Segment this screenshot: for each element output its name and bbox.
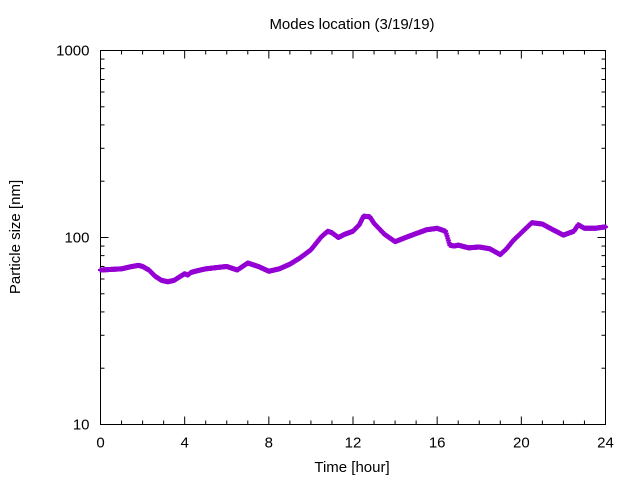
chart-title: Modes location (3/19/19) <box>269 16 434 33</box>
x-tick-label: 20 <box>513 435 530 452</box>
x-tick-label: 12 <box>345 435 362 452</box>
y-axis-ticks: 10 100 1000 <box>56 43 606 434</box>
data-point <box>603 224 608 230</box>
y-tick-label: 1000 <box>56 43 89 60</box>
x-axis-label: Time [hour] <box>314 459 389 476</box>
y-tick-label: 10 <box>73 417 90 434</box>
data-series <box>98 213 608 285</box>
x-tick-label: 0 <box>96 435 104 452</box>
y-axis-label: Particle size [nm] <box>7 180 24 294</box>
x-tick-label: 24 <box>597 435 614 452</box>
x-tick-label: 8 <box>265 435 273 452</box>
x-tick-label: 4 <box>180 435 188 452</box>
y-tick-label: 100 <box>64 230 89 247</box>
plot-frame <box>100 50 606 425</box>
x-axis-ticks: 0 4 8 12 16 20 24 <box>96 50 614 452</box>
x-tick-label: 16 <box>429 435 446 452</box>
